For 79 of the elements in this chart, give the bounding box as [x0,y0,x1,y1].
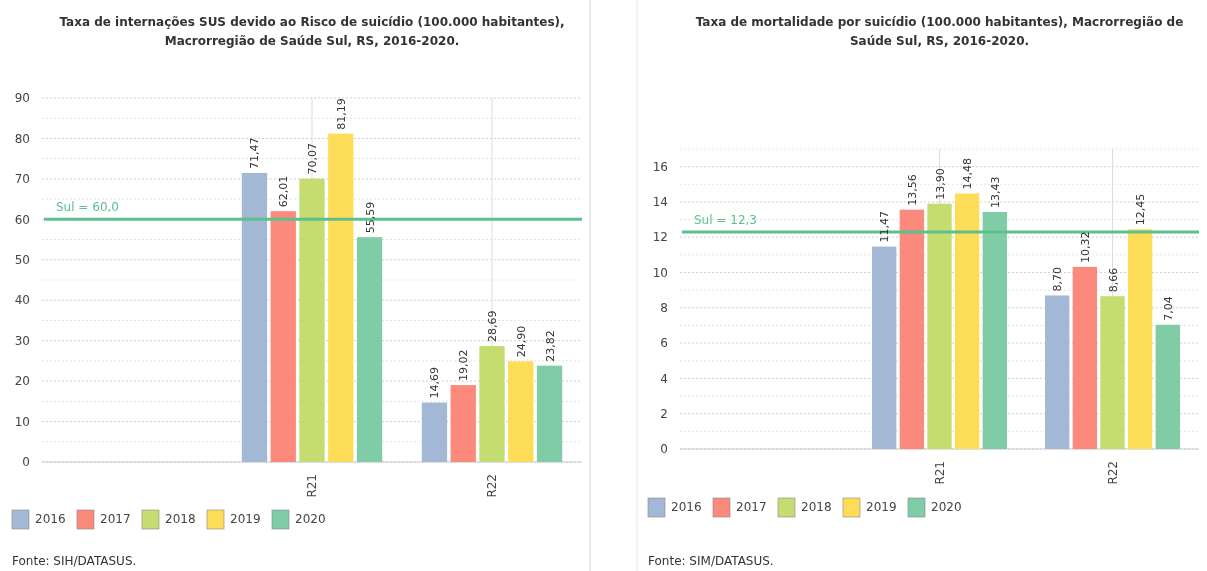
data-label: 11,47 [878,211,892,243]
y-tick-label: 0 [22,455,30,470]
legend-label: 2017 [736,500,767,515]
data-label: 7,04 [1161,296,1175,321]
bar [1155,324,1180,449]
data-label: 70,07 [306,143,319,175]
y-tick-label: 6 [660,336,668,351]
y-tick-label: 4 [660,371,668,386]
y-tick-label: 70 [14,172,30,187]
legend-label: 2020 [931,500,962,515]
y-tick-label: 30 [14,333,30,348]
chart-title: Taxa de mortalidade por suicídio (100.000 habitantes), Macrorregião de Saúde Sul, RS, 2016-2020. [695,15,1184,48]
y-tick-label: 8 [660,301,668,316]
x-tick-label: R21 [305,474,319,498]
data-label: 13,43 [988,176,1002,208]
data-label: 8,66 [1106,267,1120,293]
bar [982,212,1007,449]
bar [1100,296,1125,449]
y-tick-label: 80 [14,131,30,146]
data-label: 12,45 [1134,193,1148,226]
legend-label: 2016 [671,500,702,515]
bar [450,385,476,462]
bar [1072,266,1098,449]
y-tick-label: 20 [14,374,30,389]
bar [479,345,505,462]
ref-line-label: Sul = 60,0 [56,200,119,215]
data-label: 62,01 [277,175,291,208]
data-label: 10,32 [1078,231,1092,263]
bar [421,402,448,462]
bar [872,246,897,449]
source-note: Fonte: SIH/DATASUS. [12,554,137,568]
source-note: Fonte: SIM/DATASUS. [648,554,774,568]
y-tick-label: 12 [652,230,668,245]
bar [508,361,534,462]
data-label: 23,82 [543,330,557,362]
data-label: 24,90 [514,325,528,358]
x-tick-label: R22 [485,474,499,498]
y-tick-label: 0 [660,442,668,457]
bar [899,209,925,449]
y-tick-label: 50 [14,252,30,267]
legend-label: 2016 [35,512,66,527]
data-label: 55,59 [363,201,377,234]
data-label: 13,90 [933,168,947,200]
y-tick-label: 90 [14,91,30,106]
data-label: 8,70 [1051,266,1065,292]
bar [241,172,268,462]
data-label: 14,69 [428,367,442,399]
data-label: 13,56 [905,174,919,206]
bar [536,365,563,462]
legend-label: 2017 [100,512,131,527]
y-tick-label: 16 [652,159,668,174]
legend-label: 2018 [801,500,832,515]
bar [356,237,383,462]
bar [328,133,354,462]
data-label: 14,48 [961,157,975,190]
y-tick-label: 60 [14,212,30,227]
y-tick-label: 10 [14,414,30,429]
legend-label: 2018 [165,512,196,527]
bar [1127,229,1153,449]
y-tick-label: 14 [652,195,668,210]
x-tick-label: R21 [932,461,947,485]
data-label: 71,47 [248,137,262,169]
y-tick-label: 2 [660,406,668,421]
ref-line-label: Sul = 12,3 [694,212,757,227]
bar [299,178,325,462]
legend-label: 2019 [230,512,261,527]
y-tick-label: 10 [652,265,668,280]
legend-label: 2020 [295,512,326,527]
data-label: 19,02 [457,349,471,382]
data-label: 28,69 [486,310,499,342]
x-tick-label: R22 [1105,461,1120,485]
bar [270,211,296,462]
bar [1045,295,1070,449]
chart-title: Taxa de internações SUS devido ao Risco de suicídio (100.000 habitantes), Macrorregião de Saúde Sul, RS, 2016-2020. [59,15,565,48]
legend-label: 2019 [866,500,897,515]
bar [927,203,952,449]
y-tick-label: 40 [14,293,30,308]
bar [954,193,980,449]
data-label: 81,19 [334,98,348,130]
